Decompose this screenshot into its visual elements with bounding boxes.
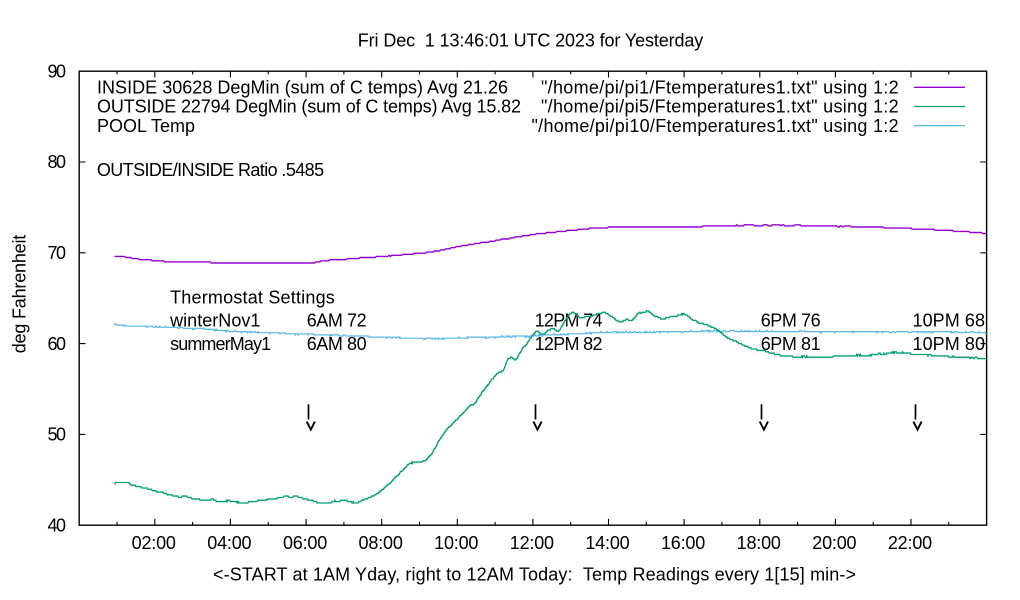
svg-text:winterNov1: winterNov1	[169, 310, 260, 330]
svg-text:10PM 80: 10PM 80	[913, 334, 986, 354]
svg-text:60: 60	[48, 334, 67, 354]
svg-text:14:00: 14:00	[585, 533, 629, 553]
svg-text:6AM 80: 6AM 80	[307, 334, 367, 354]
svg-text:INSIDE 30628 DegMin (sum of C: INSIDE 30628 DegMin (sum of C temps) Avg…	[97, 78, 508, 98]
svg-text:12PM 82: 12PM 82	[535, 334, 603, 354]
svg-text:OUTSIDE/INSIDE Ratio .5485: OUTSIDE/INSIDE Ratio .5485	[97, 160, 324, 180]
svg-text:deg Fahrenheit: deg Fahrenheit	[9, 235, 29, 354]
svg-text:40: 40	[48, 515, 67, 535]
svg-text:50: 50	[48, 425, 67, 445]
svg-text:POOL Temp: POOL Temp	[97, 116, 195, 136]
svg-text:02:00: 02:00	[132, 533, 176, 553]
svg-text:<-START at 1AM Yday, right to: <-START at 1AM Yday, right to 12AM Today…	[213, 565, 856, 585]
svg-text:22:00: 22:00	[888, 533, 932, 553]
svg-text:"/home/pi/pi5/Ftemperatures1.t: "/home/pi/pi5/Ftemperatures1.txt" using …	[541, 97, 899, 117]
svg-text:18:00: 18:00	[737, 533, 781, 553]
svg-text:80: 80	[48, 152, 67, 172]
svg-text:"/home/pi/pi10/Ftemperatures1.: "/home/pi/pi10/Ftemperatures1.txt" using…	[532, 116, 899, 136]
svg-text:OUTSIDE 22794 DegMin (sum of C: OUTSIDE 22794 DegMin (sum of C temps) Av…	[97, 97, 521, 117]
svg-text:6PM 81: 6PM 81	[761, 334, 821, 354]
svg-text:06:00: 06:00	[283, 533, 327, 553]
svg-text:08:00: 08:00	[359, 533, 403, 553]
svg-text:10:00: 10:00	[434, 533, 478, 553]
svg-text:12:00: 12:00	[510, 533, 554, 553]
svg-text:70: 70	[48, 243, 67, 263]
svg-text:20:00: 20:00	[812, 533, 856, 553]
svg-text:16:00: 16:00	[661, 533, 705, 553]
svg-text:Fri Dec 1 13:46:01 UTC 2023 f: Fri Dec 1 13:46:01 UTC 2023 for Yesterda…	[358, 30, 704, 50]
svg-text:10PM 68: 10PM 68	[913, 310, 986, 330]
svg-text:Thermostat Settings: Thermostat Settings	[170, 287, 335, 307]
svg-text:12PM 74: 12PM 74	[535, 310, 603, 330]
svg-text:04:00: 04:00	[207, 533, 251, 553]
svg-text:90: 90	[48, 61, 67, 81]
svg-text:"/home/pi/pi1/Ftemperatures1.t: "/home/pi/pi1/Ftemperatures1.txt" using …	[541, 78, 899, 98]
svg-text:6PM 76: 6PM 76	[761, 310, 821, 330]
svg-text:summerMay1: summerMay1	[170, 334, 271, 354]
svg-text:6AM 72: 6AM 72	[307, 310, 367, 330]
